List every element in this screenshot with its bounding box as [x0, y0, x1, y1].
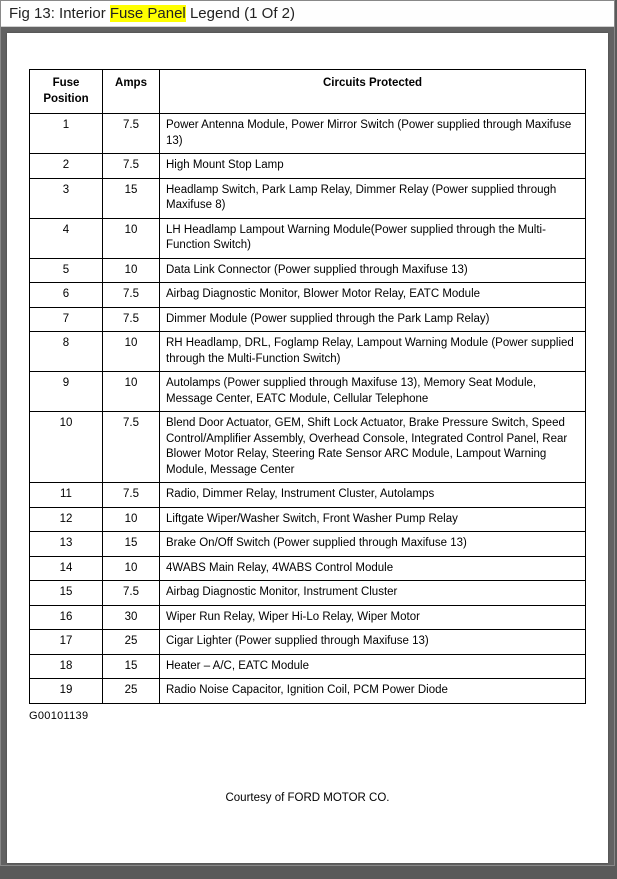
cell-fuse-position: 11	[30, 483, 103, 508]
cell-amps: 7.5	[103, 154, 160, 179]
cell-amps: 7.5	[103, 114, 160, 154]
cell-circuits: Blend Door Actuator, GEM, Shift Lock Act…	[160, 412, 586, 483]
cell-fuse-position: 15	[30, 581, 103, 606]
table-row: 1630Wiper Run Relay, Wiper Hi-Lo Relay, …	[30, 605, 586, 630]
table-row: 117.5Radio, Dimmer Relay, Instrument Clu…	[30, 483, 586, 508]
table-row: 77.5Dimmer Module (Power supplied throug…	[30, 307, 586, 332]
table-row: 1210Liftgate Wiper/Washer Switch, Front …	[30, 507, 586, 532]
cell-amps: 7.5	[103, 581, 160, 606]
cell-fuse-position: 5	[30, 258, 103, 283]
cell-circuits: Airbag Diagnostic Monitor, Instrument Cl…	[160, 581, 586, 606]
cell-amps: 10	[103, 372, 160, 412]
cell-circuits: Brake On/Off Switch (Power supplied thro…	[160, 532, 586, 557]
cell-circuits: Wiper Run Relay, Wiper Hi-Lo Relay, Wipe…	[160, 605, 586, 630]
table-row: 14104WABS Main Relay, 4WABS Control Modu…	[30, 556, 586, 581]
table-header-row: Fuse Position Amps Circuits Protected	[30, 70, 586, 114]
cell-circuits: Data Link Connector (Power supplied thro…	[160, 258, 586, 283]
cell-amps: 10	[103, 332, 160, 372]
table-row: 910Autolamps (Power supplied through Max…	[30, 372, 586, 412]
cell-circuits: Liftgate Wiper/Washer Switch, Front Wash…	[160, 507, 586, 532]
cell-fuse-position: 1	[30, 114, 103, 154]
cell-circuits: Airbag Diagnostic Monitor, Blower Motor …	[160, 283, 586, 308]
table-row: 27.5High Mount Stop Lamp	[30, 154, 586, 179]
cell-circuits: Radio Noise Capacitor, Ignition Coil, PC…	[160, 679, 586, 704]
cell-fuse-position: 2	[30, 154, 103, 179]
cell-fuse-position: 17	[30, 630, 103, 655]
cell-fuse-position: 10	[30, 412, 103, 483]
reference-number: G00101139	[29, 710, 586, 722]
table-row: 107.5Blend Door Actuator, GEM, Shift Loc…	[30, 412, 586, 483]
cell-fuse-position: 8	[30, 332, 103, 372]
cell-fuse-position: 6	[30, 283, 103, 308]
courtesy-line: Courtesy of FORD MOTOR CO.	[29, 792, 586, 804]
document-page: Fuse Position Amps Circuits Protected 17…	[7, 33, 608, 863]
cell-circuits: Radio, Dimmer Relay, Instrument Cluster,…	[160, 483, 586, 508]
cell-circuits: RH Headlamp, DRL, Foglamp Relay, Lampout…	[160, 332, 586, 372]
cell-amps: 7.5	[103, 307, 160, 332]
cell-amps: 25	[103, 630, 160, 655]
cell-amps: 10	[103, 507, 160, 532]
table-row: 1815Heater – A/C, EATC Module	[30, 654, 586, 679]
cell-circuits: 4WABS Main Relay, 4WABS Control Module	[160, 556, 586, 581]
header-amps: Amps	[103, 70, 160, 114]
cell-amps: 7.5	[103, 283, 160, 308]
cell-circuits: Dimmer Module (Power supplied through th…	[160, 307, 586, 332]
cell-fuse-position: 14	[30, 556, 103, 581]
cell-amps: 25	[103, 679, 160, 704]
cell-fuse-position: 18	[30, 654, 103, 679]
cell-amps: 15	[103, 654, 160, 679]
caption-suffix: Legend (1 Of 2)	[186, 5, 295, 22]
cell-amps: 7.5	[103, 412, 160, 483]
page-area: Fuse Position Amps Circuits Protected 17…	[1, 27, 614, 865]
cell-circuits: Autolamps (Power supplied through Maxifu…	[160, 372, 586, 412]
caption-prefix: Fig 13: Interior	[9, 5, 110, 22]
cell-amps: 10	[103, 258, 160, 283]
cell-fuse-position: 19	[30, 679, 103, 704]
table-row: 1925Radio Noise Capacitor, Ignition Coil…	[30, 679, 586, 704]
caption-highlight: Fuse Panel	[110, 5, 186, 22]
header-fuse-position: Fuse Position	[30, 70, 103, 114]
cell-amps: 15	[103, 178, 160, 218]
cell-amps: 30	[103, 605, 160, 630]
cell-fuse-position: 4	[30, 218, 103, 258]
cell-amps: 7.5	[103, 483, 160, 508]
cell-fuse-position: 12	[30, 507, 103, 532]
cell-fuse-position: 16	[30, 605, 103, 630]
table-row: 157.5Airbag Diagnostic Monitor, Instrume…	[30, 581, 586, 606]
cell-circuits: Headlamp Switch, Park Lamp Relay, Dimmer…	[160, 178, 586, 218]
table-row: 17.5Power Antenna Module, Power Mirror S…	[30, 114, 586, 154]
figure-caption: Fig 13: Interior Fuse Panel Legend (1 Of…	[1, 1, 614, 27]
table-row: 67.5Airbag Diagnostic Monitor, Blower Mo…	[30, 283, 586, 308]
cell-circuits: Heater – A/C, EATC Module	[160, 654, 586, 679]
table-row: 410LH Headlamp Lampout Warning Module(Po…	[30, 218, 586, 258]
table-row: 1725Cigar Lighter (Power supplied throug…	[30, 630, 586, 655]
header-circuits: Circuits Protected	[160, 70, 586, 114]
cell-fuse-position: 9	[30, 372, 103, 412]
cell-circuits: LH Headlamp Lampout Warning Module(Power…	[160, 218, 586, 258]
cell-fuse-position: 7	[30, 307, 103, 332]
fuse-panel-table: Fuse Position Amps Circuits Protected 17…	[29, 69, 586, 704]
cell-amps: 15	[103, 532, 160, 557]
table-row: 810RH Headlamp, DRL, Foglamp Relay, Lamp…	[30, 332, 586, 372]
cell-fuse-position: 13	[30, 532, 103, 557]
cell-amps: 10	[103, 556, 160, 581]
cell-amps: 10	[103, 218, 160, 258]
fuse-table-body: 17.5Power Antenna Module, Power Mirror S…	[30, 114, 586, 704]
table-row: 315Headlamp Switch, Park Lamp Relay, Dim…	[30, 178, 586, 218]
document-viewer: Fig 13: Interior Fuse Panel Legend (1 Of…	[0, 0, 615, 866]
table-row: 510Data Link Connector (Power supplied t…	[30, 258, 586, 283]
table-row: 1315Brake On/Off Switch (Power supplied …	[30, 532, 586, 557]
cell-circuits: High Mount Stop Lamp	[160, 154, 586, 179]
cell-circuits: Cigar Lighter (Power supplied through Ma…	[160, 630, 586, 655]
cell-circuits: Power Antenna Module, Power Mirror Switc…	[160, 114, 586, 154]
cell-fuse-position: 3	[30, 178, 103, 218]
